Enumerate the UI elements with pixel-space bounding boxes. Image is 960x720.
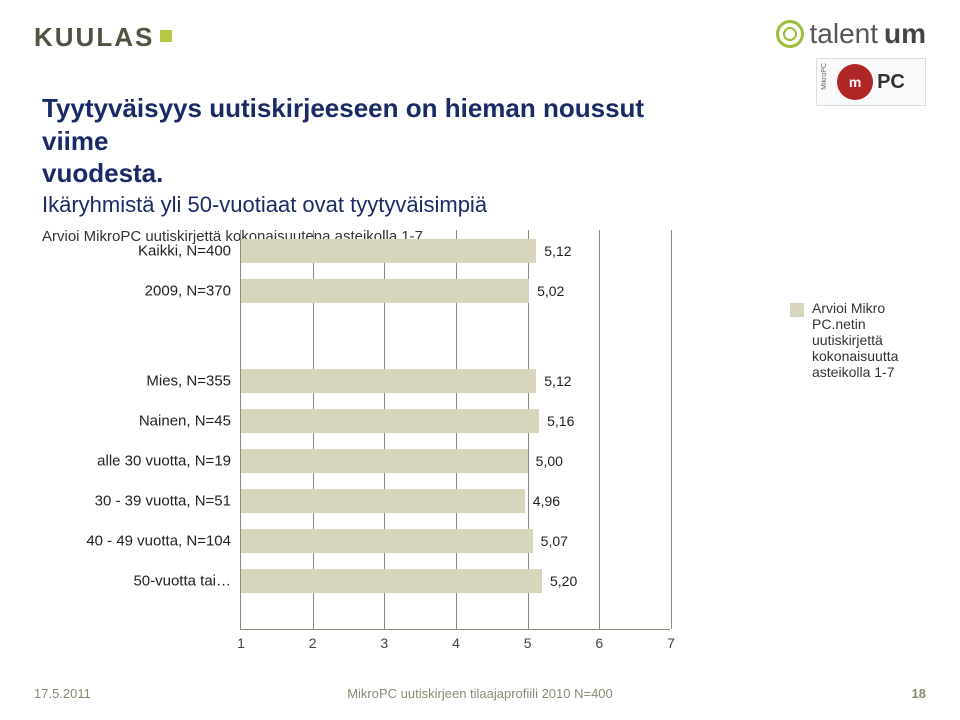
talentum-text-bold: um xyxy=(884,18,926,50)
bar xyxy=(241,569,542,593)
slide-title-line1: Tyytyväisyys uutiskirjeeseen on hieman n… xyxy=(42,92,660,157)
mpc-badge-icon: m xyxy=(837,64,873,100)
bar xyxy=(241,489,525,513)
x-axis-label: 5 xyxy=(524,635,532,651)
mpc-text: PC xyxy=(877,71,905,94)
category-label: Kaikki, N=400 xyxy=(138,243,231,260)
kuulas-text: KUULAS xyxy=(34,22,154,53)
kuulas-square-icon xyxy=(160,30,172,42)
bar-chart: 1234567Kaikki, N=4005,122009, N=3705,02M… xyxy=(120,230,840,630)
bar-row: 40 - 49 vuotta, N=1045,07 xyxy=(241,526,670,556)
footer-date: 17.5.2011 xyxy=(34,686,91,701)
x-axis-label: 3 xyxy=(380,635,388,651)
header: KUULAS talentum MikroPC m PC xyxy=(0,18,960,78)
bar-row: 30 - 39 vuotta, N=514,96 xyxy=(241,486,670,516)
bar-value-label: 5,00 xyxy=(536,453,563,469)
x-axis-label: 7 xyxy=(667,635,675,651)
x-axis-label: 1 xyxy=(237,635,245,651)
category-label: Mies, N=355 xyxy=(146,373,231,390)
x-axis-label: 6 xyxy=(595,635,603,651)
slide-title-line2: vuodesta. xyxy=(42,157,660,190)
bar-value-label: 5,07 xyxy=(541,533,568,549)
plot-area: 1234567Kaikki, N=4005,122009, N=3705,02M… xyxy=(240,230,670,630)
talentum-swirl-icon xyxy=(776,20,804,48)
bar-value-label: 4,96 xyxy=(533,493,560,509)
mpc-side-text: MikroPC xyxy=(821,63,828,90)
bar xyxy=(241,409,539,433)
category-label: 40 - 49 vuotta, N=104 xyxy=(86,533,231,550)
legend-swatch-icon xyxy=(790,303,804,317)
logo-mpc: MikroPC m PC xyxy=(816,58,926,106)
category-label: alle 30 vuotta, N=19 xyxy=(97,453,231,470)
slide-subtitle: Ikäryhmistä yli 50-vuotiaat ovat tyytyvä… xyxy=(42,192,660,218)
bar-row: 2009, N=3705,02 xyxy=(241,276,670,306)
logo-kuulas: KUULAS xyxy=(34,22,172,53)
bar-row: 50-vuotta tai…5,20 xyxy=(241,566,670,596)
logo-talentum: talentum xyxy=(776,18,927,50)
category-label: 30 - 39 vuotta, N=51 xyxy=(95,493,231,510)
bar-value-label: 5,20 xyxy=(550,573,577,589)
bar xyxy=(241,279,529,303)
footer-page-number: 18 xyxy=(912,686,926,701)
category-label: 50-vuotta tai… xyxy=(133,573,231,590)
bar-value-label: 5,12 xyxy=(544,243,571,259)
title-block: Tyytyväisyys uutiskirjeeseen on hieman n… xyxy=(42,92,660,245)
bar-row: Kaikki, N=4005,12 xyxy=(241,236,670,266)
x-axis-label: 2 xyxy=(309,635,317,651)
gridline xyxy=(671,230,672,629)
category-label: Nainen, N=45 xyxy=(139,413,231,430)
bar-row: Nainen, N=455,16 xyxy=(241,406,670,436)
x-axis-label: 4 xyxy=(452,635,460,651)
bar-value-label: 5,02 xyxy=(537,283,564,299)
bar xyxy=(241,369,536,393)
footer: 17.5.2011 MikroPC uutiskirjeen tilaajapr… xyxy=(0,686,960,708)
bar-row: alle 30 vuotta, N=195,00 xyxy=(241,446,670,476)
category-label: 2009, N=370 xyxy=(145,283,231,300)
bar-row: Mies, N=3555,12 xyxy=(241,366,670,396)
bar xyxy=(241,239,536,263)
chart-legend: Arvioi Mikro PC.netin uutiskirjettä koko… xyxy=(790,300,940,380)
footer-source: MikroPC uutiskirjeen tilaajaprofiili 201… xyxy=(347,686,613,701)
bar xyxy=(241,529,533,553)
legend-text: Arvioi Mikro PC.netin uutiskirjettä koko… xyxy=(812,300,940,380)
talentum-text-light: talent xyxy=(810,18,879,50)
bar xyxy=(241,449,528,473)
bar-value-label: 5,16 xyxy=(547,413,574,429)
bar-value-label: 5,12 xyxy=(544,373,571,389)
